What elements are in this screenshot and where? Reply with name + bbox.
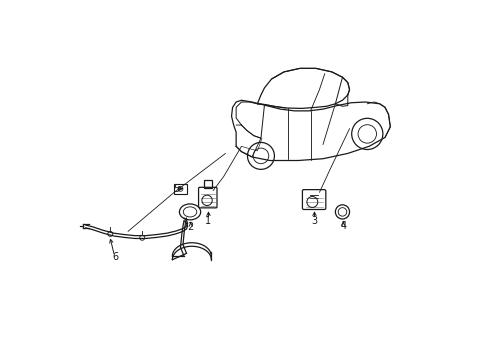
- Text: 6: 6: [113, 252, 119, 262]
- Text: 3: 3: [312, 216, 318, 226]
- Text: 1: 1: [205, 216, 212, 226]
- Text: 4: 4: [340, 221, 346, 231]
- Text: 5: 5: [173, 184, 179, 194]
- Bar: [204, 180, 212, 188]
- Text: 2: 2: [188, 222, 194, 232]
